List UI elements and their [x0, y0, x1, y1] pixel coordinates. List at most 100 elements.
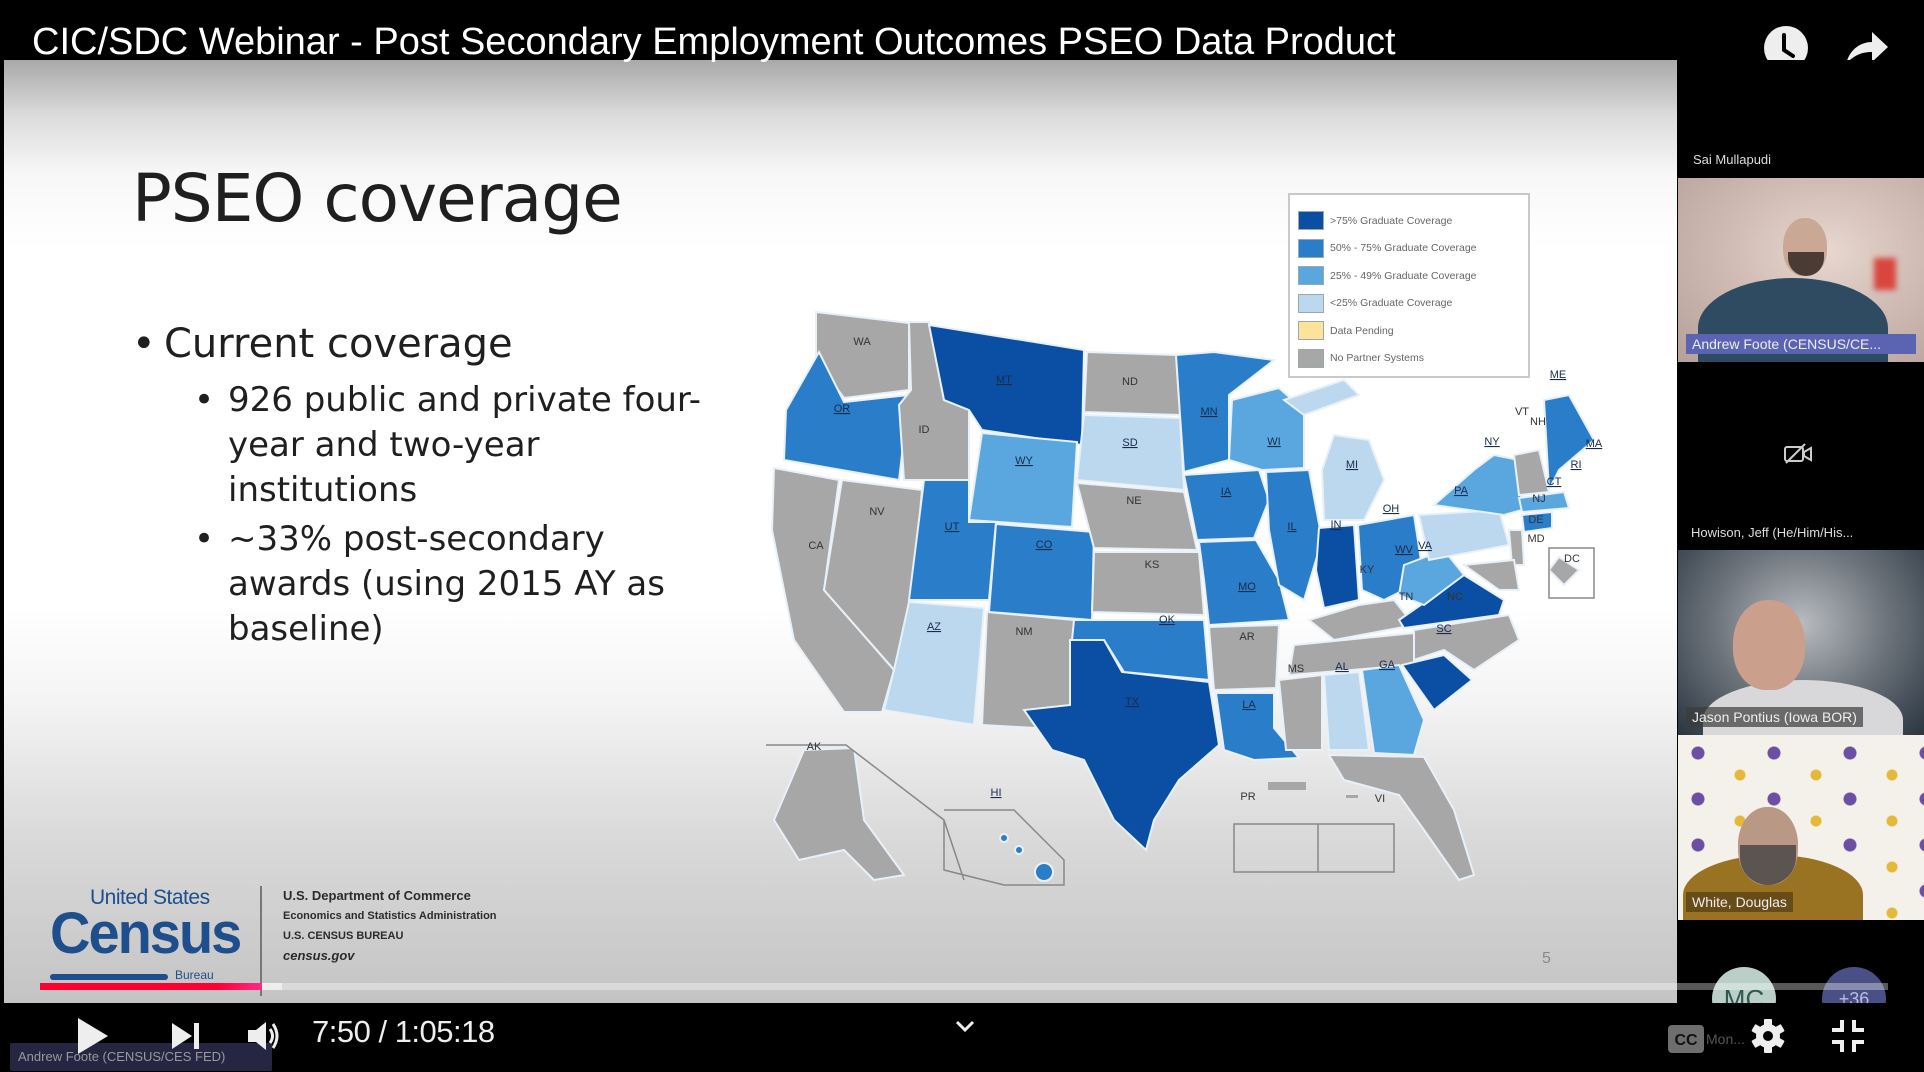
state-md-de [1461, 558, 1521, 591]
captions-button[interactable]: CC [1667, 1024, 1705, 1059]
state-ut [907, 479, 998, 601]
video-title-bar: CIC/SDC Webinar - Post Secondary Employm… [0, 0, 1924, 70]
video-tile-jason[interactable]: Jason Pontius (Iowa BOR) [1678, 550, 1924, 735]
time-separator: / [370, 1014, 395, 1049]
svg-text:VI: VI [1375, 793, 1385, 805]
svg-text:DE: DE [1528, 514, 1543, 526]
share-arrow-icon[interactable] [1842, 24, 1890, 72]
legend-swatch [1298, 238, 1324, 258]
state-ak [772, 746, 906, 882]
camera-off-icon [1783, 442, 1813, 466]
svg-text:WY: WY [1015, 455, 1033, 467]
svg-text:MN: MN [1200, 406, 1217, 418]
legend-swatch [1298, 266, 1324, 286]
svg-text:ND: ND [1122, 376, 1138, 388]
participant-name-sai: Sai Mullapudi [1693, 152, 1772, 167]
volume-button[interactable] [246, 1019, 282, 1058]
svg-text:KS: KS [1145, 559, 1160, 571]
name-tag-jason: Jason Pontius (Iowa BOR) [1686, 707, 1863, 727]
legend-swatch [1298, 211, 1324, 231]
participants-panel: Sai Mullapudi Andrew Foote (CENSUS/CE...… [1677, 60, 1924, 1031]
svg-text:TX: TX [1125, 696, 1140, 708]
slide-bullets: Current coverage 926 public and private … [132, 318, 712, 652]
legend-swatch [1298, 348, 1324, 368]
svg-text:UT: UT [945, 521, 960, 533]
video-tile-douglas[interactable]: White, Douglas [1678, 735, 1924, 920]
svg-text:VT: VT [1515, 406, 1529, 418]
svg-text:ID: ID [919, 424, 930, 436]
svg-text:HI: HI [991, 787, 1002, 799]
legend-item: >75% Graduate Coverage [1298, 207, 1520, 235]
progress-played [40, 983, 262, 990]
logo-united-states: United States [90, 886, 210, 909]
svg-text:GA: GA [1379, 659, 1396, 671]
chevron-down-icon[interactable] [954, 1019, 976, 1038]
svg-text:OR: OR [834, 403, 851, 415]
state-mt [927, 323, 1086, 447]
state-al [1322, 670, 1371, 751]
exit-fullscreen-button[interactable] [1830, 1018, 1866, 1059]
progress-bar[interactable] [40, 983, 1888, 990]
state-az [882, 600, 986, 727]
svg-text:RI: RI [1571, 459, 1582, 471]
state-ms [1277, 673, 1323, 751]
us-coverage-map: WA OR ID MT ND SD WY NV CA UT CO NE KS A… [766, 310, 1603, 886]
svg-text:MS: MS [1288, 663, 1305, 675]
sub-bullet-awards: ~33% post-secondary awards (using 2015 A… [132, 517, 712, 652]
state-ky [1306, 598, 1416, 642]
state-ar [1207, 623, 1281, 692]
footer-admin: Economics and Statistics Administration [283, 910, 497, 922]
state-mo [1197, 538, 1291, 627]
settings-button[interactable] [1750, 1018, 1786, 1059]
svg-text:NY: NY [1484, 436, 1500, 448]
state-hi [1034, 862, 1054, 882]
legend-label: 50% - 75% Graduate Coverage [1330, 242, 1477, 255]
logo-census: Census [50, 899, 242, 966]
clock-icon[interactable] [1762, 24, 1810, 72]
legend-item: Data Pending [1298, 317, 1520, 345]
state-tx [1022, 639, 1221, 852]
svg-text:PA: PA [1454, 485, 1469, 497]
svg-text:NC: NC [1447, 591, 1463, 603]
state-ks [1090, 551, 1206, 617]
state-mi [1320, 433, 1386, 521]
legend-item: 50% - 75% Graduate Coverage [1298, 235, 1520, 263]
state-mn [1174, 350, 1277, 474]
state-ia [1182, 468, 1271, 542]
svg-text:OH: OH [1383, 503, 1400, 515]
play-button[interactable] [76, 1016, 110, 1061]
video-tile-andrew[interactable]: Andrew Foote (CENSUS/CE... [1678, 178, 1924, 362]
svg-text:IL: IL [1287, 521, 1296, 533]
legend-item: <25% Graduate Coverage [1298, 290, 1520, 318]
svg-text:IN: IN [1331, 519, 1342, 531]
svg-text:NV: NV [869, 506, 885, 518]
legend-label: <25% Graduate Coverage [1330, 297, 1453, 310]
state-wa [815, 310, 910, 400]
state-vt-nh [1512, 448, 1551, 497]
sub-bullet-institutions: 926 public and private four-year and two… [132, 378, 712, 513]
name-tag-andrew: Andrew Foote (CENSUS/CE... [1686, 334, 1916, 354]
svg-text:KY: KY [1360, 564, 1375, 576]
state-ca [770, 466, 896, 713]
state-dc [1547, 555, 1581, 587]
state-ct [1520, 510, 1553, 534]
svg-text:ME: ME [1550, 369, 1567, 381]
video-title[interactable]: CIC/SDC Webinar - Post Secondary Employm… [32, 21, 1396, 63]
slide-number: 5 [1542, 950, 1551, 967]
state-ny [1431, 453, 1524, 517]
participant-name-howison: Howison, Jeff (He/Him/His... [1691, 525, 1854, 540]
presentation-slide: PSEO coverage Current coverage 926 publi… [4, 60, 1677, 1003]
footer-agency-text: U.S. Department of Commerce Economics an… [283, 886, 497, 966]
svg-text:WI: WI [1267, 436, 1280, 448]
svg-text:CT: CT [1547, 476, 1562, 488]
state-sd [1075, 413, 1186, 492]
state-ga [1360, 663, 1426, 757]
next-button[interactable] [170, 1021, 202, 1056]
svg-text:OK: OK [1159, 614, 1176, 626]
state-nc [1413, 613, 1521, 672]
state-me [1542, 393, 1596, 494]
state-wy [967, 431, 1079, 529]
svg-text:NH: NH [1530, 416, 1546, 428]
svg-text:LA: LA [1242, 699, 1256, 711]
svg-text:AK: AK [807, 741, 822, 753]
